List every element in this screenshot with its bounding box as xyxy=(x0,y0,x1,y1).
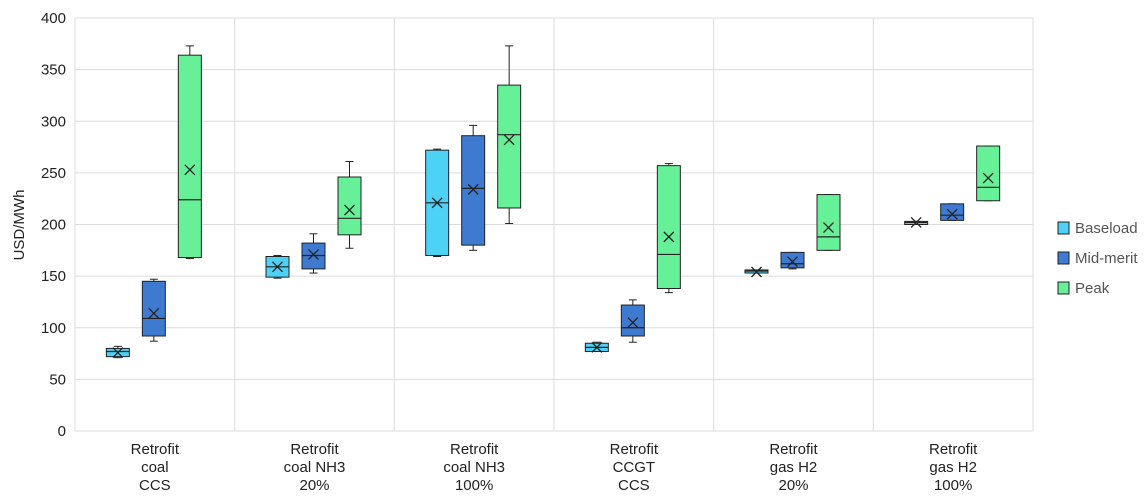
box-peak-4 xyxy=(816,194,841,251)
legend-swatch xyxy=(1057,221,1070,235)
box-mid-merit-3 xyxy=(620,299,645,343)
box-layer xyxy=(105,45,1001,359)
mean-marker xyxy=(823,222,834,234)
box-baseload-2 xyxy=(425,148,450,258)
mean-marker xyxy=(663,231,675,243)
x-category-label: Retrofit gas H2 100% xyxy=(929,441,978,494)
y-tick-label: 200 xyxy=(41,217,66,234)
legend-item-mid-merit: Mid-merit xyxy=(1057,250,1138,267)
mean-marker xyxy=(982,172,994,184)
box-peak-0 xyxy=(177,45,202,260)
box-peak-1 xyxy=(337,161,362,249)
x-category-label: Retrofit coal NH3 100% xyxy=(443,441,505,494)
mean-marker xyxy=(591,341,603,353)
box-body xyxy=(337,176,362,236)
y-tick-label: 350 xyxy=(41,62,66,79)
y-tick-label: 100 xyxy=(41,320,66,337)
mean-marker xyxy=(344,204,355,216)
box-body xyxy=(780,251,805,269)
box-body xyxy=(656,165,681,290)
box-baseload-3 xyxy=(584,341,609,353)
mean-marker xyxy=(467,183,479,195)
mean-marker xyxy=(946,208,958,220)
legend-label: Baseload xyxy=(1075,220,1138,237)
mean-marker xyxy=(431,197,443,209)
y-axis-ticks: 0 50 100 150 200 250 300 350 400 xyxy=(41,10,66,440)
mean-marker xyxy=(503,134,515,146)
legend-item-peak: Peak xyxy=(1057,280,1110,297)
mean-marker xyxy=(627,317,639,329)
mean-marker xyxy=(787,256,798,268)
y-tick-label: 400 xyxy=(41,10,66,27)
box-body xyxy=(620,304,645,337)
grid-layer xyxy=(74,17,1034,432)
x-category-label: Retrofit coal NH3 20% xyxy=(284,441,346,494)
box-body xyxy=(816,194,841,251)
legend: Baseload Mid-merit Peak xyxy=(1057,220,1138,297)
mean-marker xyxy=(751,266,762,278)
box-mid-merit-5 xyxy=(940,203,965,221)
x-category-label: Retrofit gas H2 20% xyxy=(769,441,818,494)
mean-marker xyxy=(184,164,196,176)
mean-marker xyxy=(272,261,283,273)
box-baseload-1 xyxy=(265,254,290,279)
mean-marker xyxy=(308,248,319,260)
mean-marker xyxy=(910,216,922,228)
x-axis-categories: Retrofit coal CCS Retrofit coal NH3 20% Retrof… xyxy=(131,441,979,494)
legend-label: Peak xyxy=(1075,280,1110,297)
y-tick-label: 150 xyxy=(41,268,66,285)
box-baseload-5 xyxy=(904,216,929,228)
y-tick-label: 50 xyxy=(49,371,66,388)
box-body xyxy=(497,84,522,209)
box-body xyxy=(976,145,1001,202)
box-peak-3 xyxy=(656,163,681,294)
box-baseload-4 xyxy=(744,266,769,278)
box-body xyxy=(940,203,965,221)
x-category-label: Retrofit CCGT CCS xyxy=(610,441,659,494)
box-mid-merit-4 xyxy=(780,251,805,270)
box-body xyxy=(177,54,202,259)
box-peak-5 xyxy=(976,145,1001,202)
box-peak-2 xyxy=(497,45,522,224)
x-category-label: Retrofit coal CCS xyxy=(131,441,180,494)
y-tick-label: 250 xyxy=(41,165,66,182)
legend-item-baseload: Baseload xyxy=(1057,220,1138,237)
mean-marker xyxy=(148,307,160,319)
y-tick-label: 0 xyxy=(58,423,66,440)
y-tick-label: 300 xyxy=(41,113,66,130)
legend-swatch xyxy=(1057,251,1070,265)
box-body xyxy=(141,280,166,337)
mean-marker xyxy=(112,347,124,358)
box-mid-merit-2 xyxy=(461,124,486,251)
box-mid-merit-0 xyxy=(141,278,166,342)
y-axis-title: USD/MWh xyxy=(11,190,28,261)
box-mid-merit-1 xyxy=(301,233,326,274)
box-baseload-0 xyxy=(105,345,130,359)
legend-swatch xyxy=(1057,281,1070,295)
box-body xyxy=(461,135,486,246)
legend-label: Mid-merit xyxy=(1075,250,1138,267)
